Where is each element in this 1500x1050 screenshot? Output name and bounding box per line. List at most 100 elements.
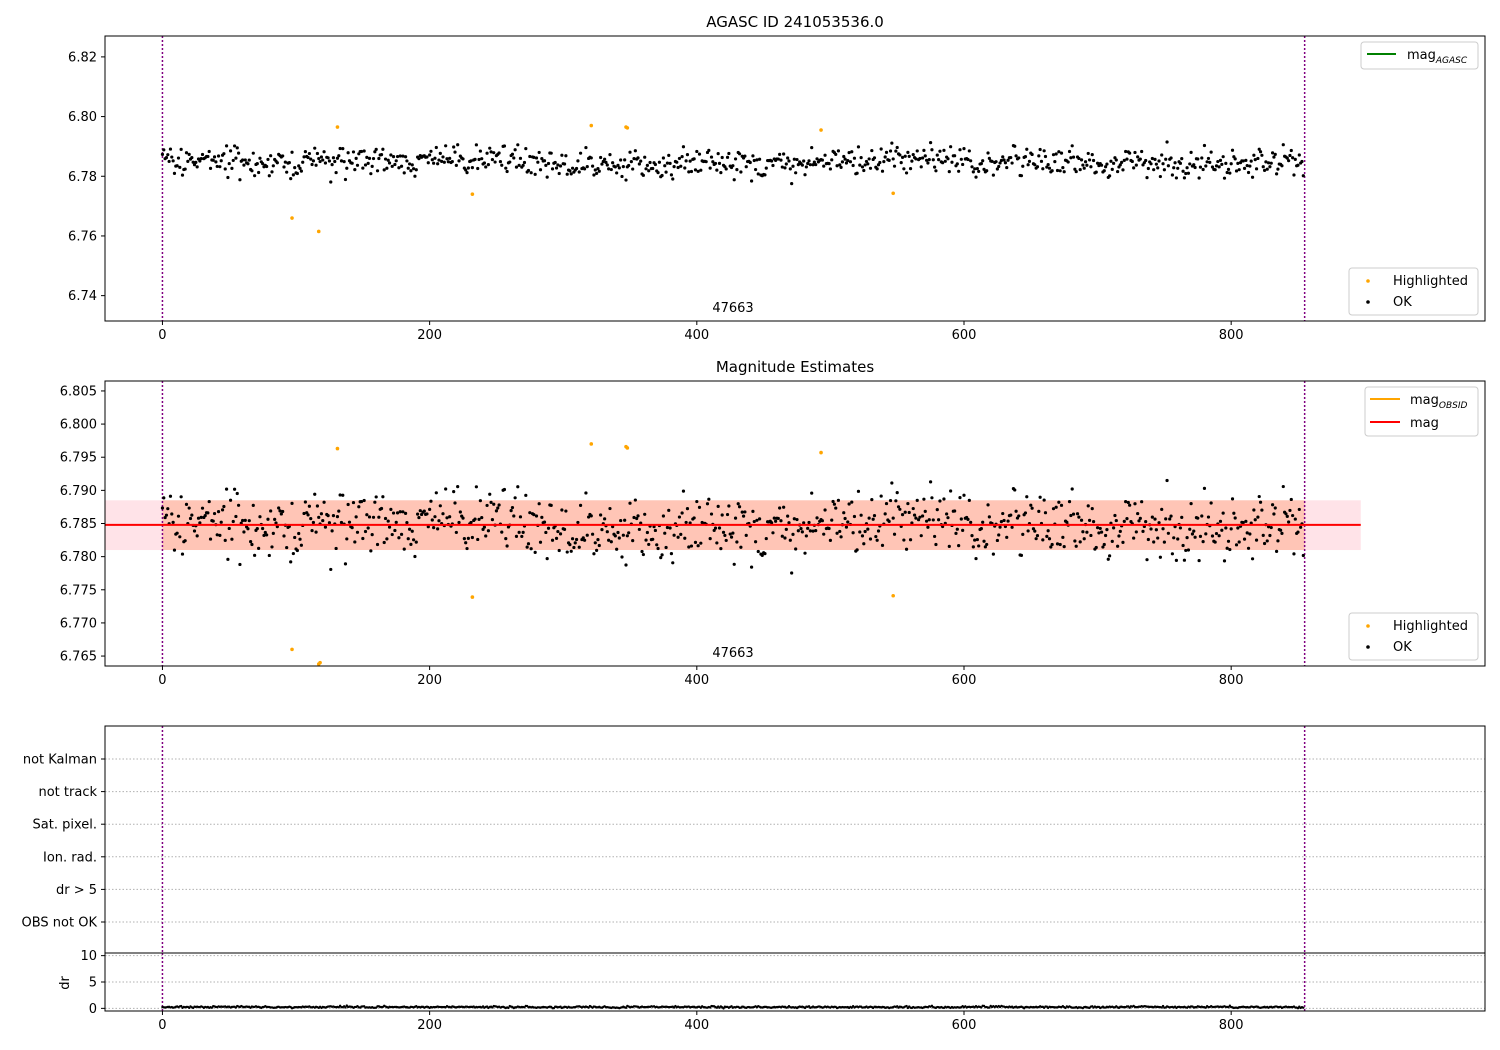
mag-point (1234, 543, 1239, 547)
agasc-point (1246, 170, 1251, 175)
mag-point (1069, 513, 1073, 518)
mag-ytick-label: 6.785 (60, 517, 97, 532)
agasc-point (565, 172, 569, 176)
agasc-point (764, 166, 768, 170)
legend-mag-highlighted: Highlighted (1393, 619, 1468, 634)
mag-point (782, 505, 786, 509)
mag-point (1288, 508, 1292, 513)
mag-point (938, 499, 942, 503)
mag-point (689, 544, 694, 548)
mag-point (1030, 506, 1034, 510)
mag-point (1082, 537, 1086, 541)
agasc-point (238, 178, 242, 182)
agasc-point (208, 166, 213, 170)
mag-point (164, 513, 169, 517)
mag-point (879, 494, 883, 498)
mag-point (220, 508, 225, 512)
mag-point (1078, 540, 1082, 544)
agasc-point (403, 155, 408, 159)
svg-text:magOBSID: magOBSID (1410, 393, 1468, 411)
agasc-point (677, 156, 682, 161)
mag-point (999, 520, 1003, 524)
mag-point (1134, 530, 1138, 534)
agasc-point (1026, 163, 1030, 167)
agasc-point (1242, 166, 1247, 170)
mag-ytick-label: 6.805 (60, 384, 97, 399)
mag-point (1250, 557, 1255, 561)
agasc-point (834, 152, 838, 156)
mag-point (1285, 514, 1289, 518)
agasc-point (850, 150, 854, 154)
agasc-point (982, 167, 986, 171)
agasc-point (863, 163, 867, 167)
mag-point (251, 503, 255, 507)
mag-point (409, 542, 413, 546)
agasc-point (1248, 164, 1252, 168)
agasc-point (343, 177, 348, 182)
mag-point (1014, 509, 1018, 513)
mag-point (807, 520, 811, 525)
mag-point (1126, 500, 1130, 505)
mag-point (422, 509, 426, 513)
agasc-point (316, 229, 321, 234)
mag-point (890, 481, 894, 485)
agasc-point (505, 169, 509, 174)
mag-point (770, 521, 774, 525)
agasc-point (986, 151, 990, 155)
agasc-point (250, 169, 254, 173)
mag-point (632, 515, 636, 520)
agasc-point (1274, 172, 1279, 176)
mag-point (934, 542, 938, 547)
mag-point (933, 534, 937, 539)
mag-point (910, 521, 914, 525)
mag-point (393, 528, 397, 533)
mag-point (279, 512, 283, 516)
mag-point (1280, 531, 1284, 535)
mag-point (904, 547, 909, 551)
agasc-point (353, 168, 357, 172)
mag-point (162, 496, 166, 500)
agasc-point (839, 165, 843, 169)
mag-point (937, 518, 941, 522)
agasc-point (456, 143, 460, 147)
mag-point (180, 552, 185, 556)
mag-point (631, 539, 635, 543)
mag-point (935, 508, 939, 512)
mag-point (1099, 530, 1104, 534)
agasc-point (550, 167, 555, 171)
mag-point (269, 509, 273, 513)
agasc-point (997, 164, 1001, 169)
agasc-point (915, 149, 919, 153)
mag-point (207, 499, 211, 504)
agasc-point (711, 160, 715, 164)
mag-point (425, 512, 429, 516)
mag-point (445, 516, 449, 520)
mag-point (1224, 526, 1228, 530)
mag-point (1180, 515, 1184, 519)
agasc-point (540, 156, 544, 161)
mag-point (930, 496, 934, 500)
agasc-point (568, 169, 572, 173)
agasc-point (1174, 176, 1179, 180)
mag-point (671, 561, 675, 565)
agasc-ytick-label: 6.82 (68, 50, 97, 65)
mag-point (958, 496, 962, 500)
mag-point (317, 515, 321, 519)
mag-point (1112, 526, 1116, 530)
agasc-point (394, 159, 398, 163)
agasc-point (393, 162, 397, 167)
mag-point (1049, 545, 1053, 549)
mag-point (405, 520, 409, 525)
mag-point (166, 507, 170, 511)
agasc-point (240, 158, 245, 162)
mag-point (570, 537, 575, 541)
agasc-point (1157, 159, 1161, 163)
mag-point (842, 511, 846, 515)
mag-point (470, 595, 475, 599)
agasc-point (486, 162, 491, 167)
agasc-point (450, 159, 454, 164)
agasc-point (206, 154, 210, 159)
mag-point (456, 485, 460, 489)
agasc-point (1201, 167, 1205, 172)
mag-point (406, 537, 410, 541)
